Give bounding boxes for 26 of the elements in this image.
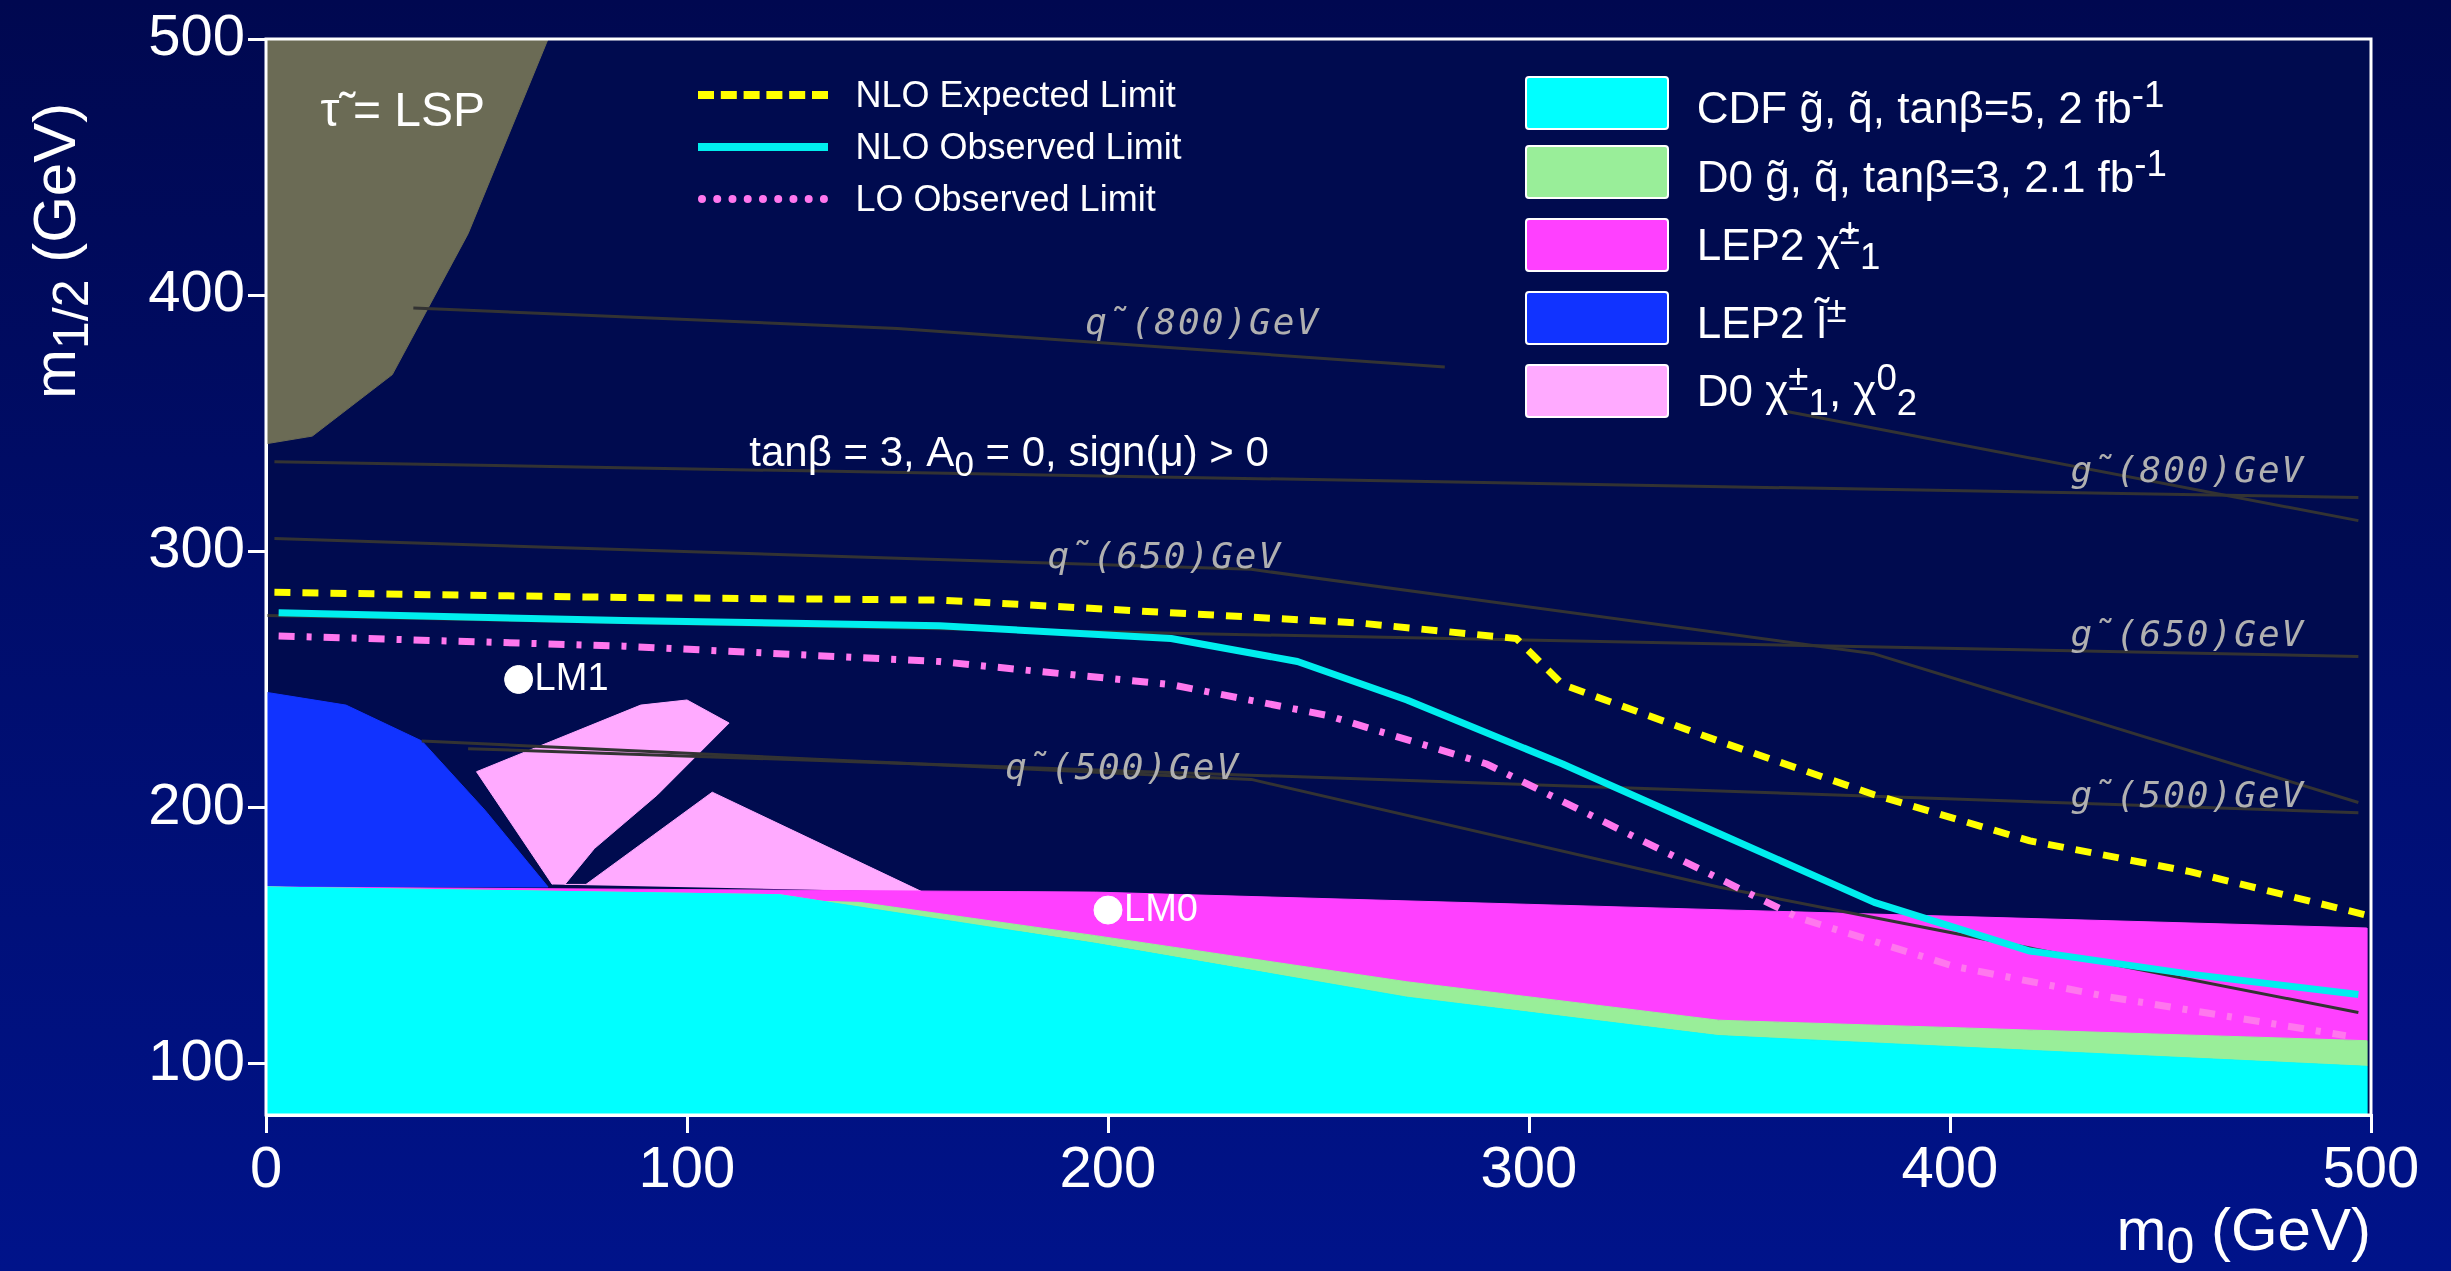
annotation: tanβ = 3, A$_{0}$ = 0, sign(μ) > 0 (749, 428, 1269, 485)
y-tick-label: 300 (148, 514, 245, 580)
annotation: q̃(650)GeV (1047, 534, 1283, 576)
annotation: q̃(800)GeV (1085, 300, 1321, 342)
y-tick-label: 200 (148, 770, 245, 836)
series-label: LM1 (534, 655, 609, 698)
annotation: τ̃ = LSP (320, 81, 486, 137)
x-tick-label: 200 (1059, 1133, 1157, 1199)
legend-label: D0 g̃, q̃, tanβ=3, 2.1 fb$^{-1}$ (1696, 142, 2167, 202)
series-label: LM0 (1124, 886, 1198, 929)
y-tick-label: 500 (148, 2, 245, 67)
x-tick-label: 100 (638, 1133, 736, 1199)
annotation: g̃(800)GeV (2070, 448, 2306, 490)
annotation: g̃(650)GeV (2070, 612, 2306, 654)
legend-label: LEP2 l̃$^{±}$ (1696, 288, 1847, 348)
y-tick-label: 400 (148, 258, 245, 324)
x-tick-label: 300 (1480, 1133, 1578, 1199)
legend-label: NLO Expected Limit (855, 74, 1176, 116)
legend-label: CDF g̃, q̃, tanβ=5, 2 fb$^{-1}$ (1696, 74, 2165, 133)
x-tick-label: 400 (1901, 1133, 1999, 1199)
annotation: q̃(500)GeV (1005, 745, 1241, 787)
legend-label: LO Observed Limit (855, 178, 1156, 220)
y-tick-label: 100 (148, 1026, 245, 1092)
legend-label: NLO Observed Limit (855, 126, 1182, 168)
annotation: g̃(500)GeV (2070, 773, 2306, 815)
x-tick-label: 0 (249, 1133, 283, 1199)
